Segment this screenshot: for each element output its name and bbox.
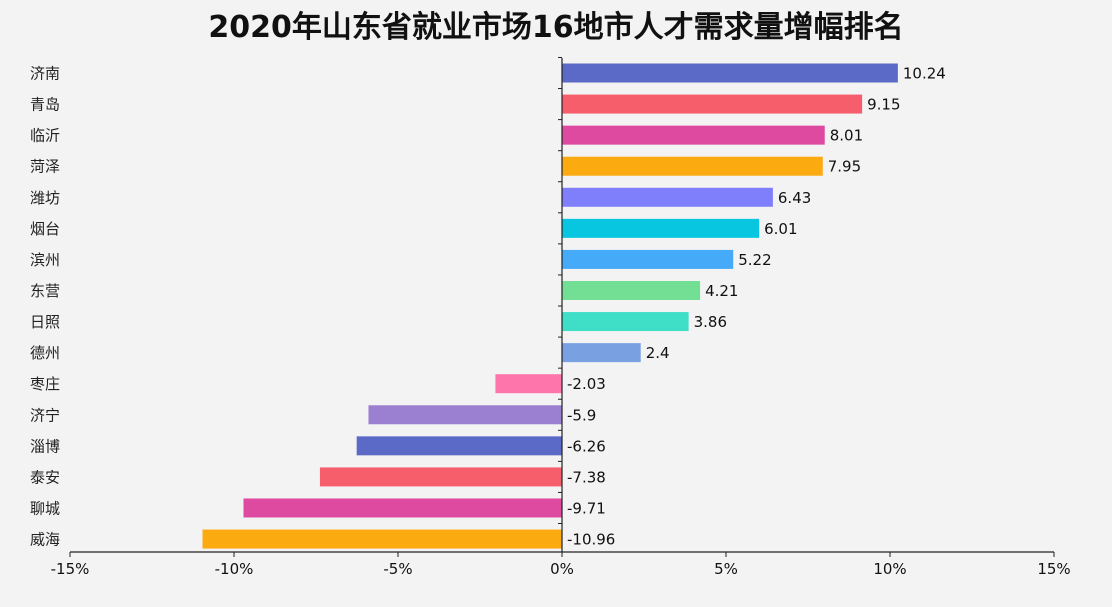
- value-label: 3.86: [694, 313, 727, 331]
- ticks-layer: -15% -10% -5% 0% 5% 10% 15%: [51, 56, 1071, 578]
- value-label: 5.22: [738, 251, 771, 269]
- value-label: 9.15: [867, 96, 900, 114]
- value-label: 8.01: [830, 127, 863, 145]
- category-label: 临沂: [30, 127, 60, 145]
- value-label: -7.38: [567, 468, 606, 486]
- bar-3: [562, 125, 825, 145]
- category-label: 聊城: [30, 499, 60, 517]
- category-label: 济宁: [30, 406, 60, 424]
- x-tick-label: -10%: [215, 560, 254, 578]
- category-label: 潍坊: [30, 189, 60, 207]
- category-label: 济南: [30, 65, 60, 83]
- bar-6: [562, 218, 760, 238]
- bar-15: [243, 498, 562, 518]
- value-label: -10.96: [567, 531, 615, 549]
- axes-layer: [70, 58, 1054, 553]
- bar-14: [319, 467, 562, 487]
- category-label: 淄博: [30, 437, 60, 455]
- value-label: 4.21: [705, 282, 738, 300]
- value-label: -2.03: [567, 375, 606, 393]
- category-label: 日照: [30, 313, 60, 331]
- bar-9: [562, 312, 689, 332]
- category-label: 烟台: [30, 220, 60, 238]
- bar-16: [202, 529, 562, 549]
- bar-13: [356, 436, 562, 456]
- bar-7: [562, 249, 734, 269]
- value-label: -6.26: [567, 437, 606, 455]
- category-label: 威海: [30, 531, 60, 549]
- value-label: 2.4: [646, 344, 670, 362]
- category-label: 滨州: [30, 251, 60, 269]
- x-tick-label: -5%: [383, 560, 412, 578]
- bar-4: [562, 156, 823, 176]
- bars-layer: [202, 63, 898, 549]
- category-label: 青岛: [30, 96, 60, 114]
- bar-12: [368, 405, 562, 425]
- chart-title: 2020年山东省就业市场16地市人才需求量增幅排名: [208, 10, 904, 45]
- category-label: 泰安: [30, 468, 60, 486]
- category-label: 菏泽: [30, 158, 60, 176]
- value-label: 7.95: [828, 158, 861, 176]
- value-label: 6.43: [778, 189, 811, 207]
- bar-5: [562, 187, 773, 207]
- bar-1: [562, 63, 898, 83]
- category-label: 德州: [30, 344, 60, 362]
- value-label: 10.24: [903, 65, 946, 83]
- value-labels-layer: 10.249.158.01 7.95 6.43 6.01 5.224.21 3.86 2.4…: [567, 65, 946, 549]
- value-label: 6.01: [764, 220, 797, 238]
- x-tick-label: 0%: [550, 560, 574, 578]
- category-label: 东营: [30, 282, 60, 300]
- bar-2: [562, 94, 863, 114]
- value-label: -9.71: [567, 499, 606, 517]
- bar-10: [562, 343, 641, 363]
- bar-8: [562, 280, 701, 300]
- value-label: -5.9: [567, 406, 596, 424]
- x-tick-label: 10%: [873, 560, 906, 578]
- x-tick-label: 5%: [714, 560, 738, 578]
- x-tick-label: -15%: [51, 560, 90, 578]
- bar-11: [495, 374, 562, 394]
- category-label: 枣庄: [30, 375, 60, 393]
- x-tick-label: 15%: [1037, 560, 1070, 578]
